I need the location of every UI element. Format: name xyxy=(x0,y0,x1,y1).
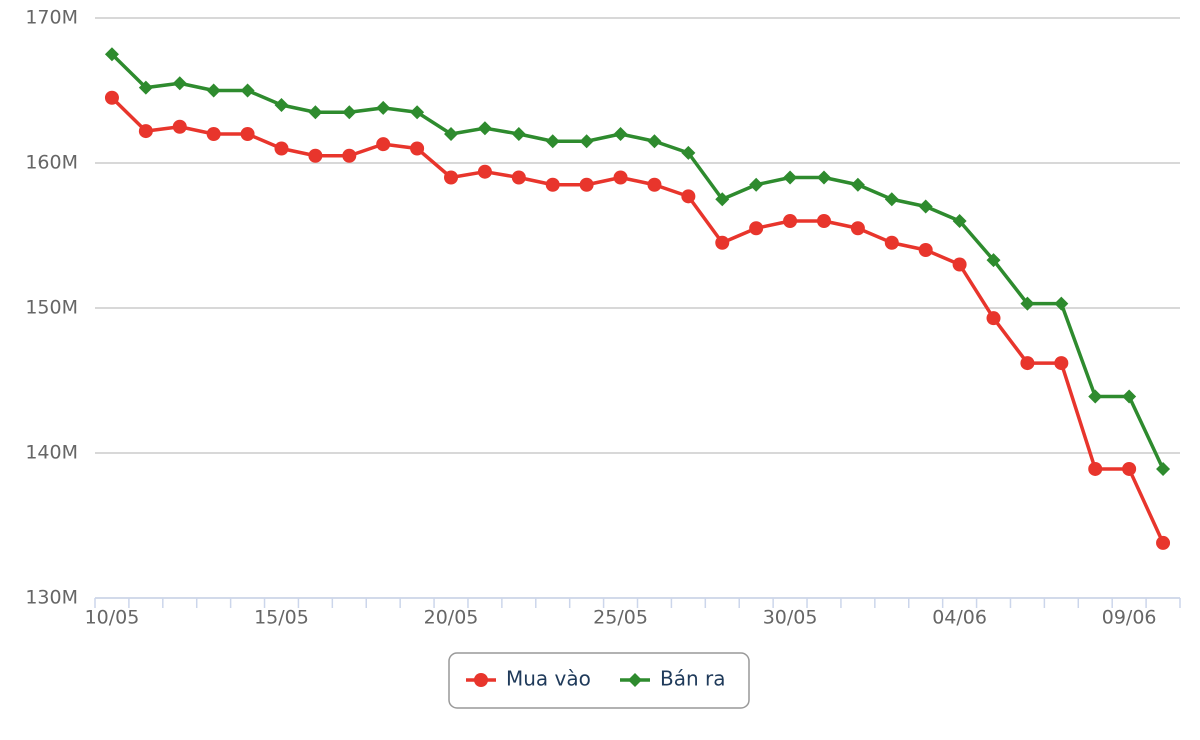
data-point xyxy=(1122,389,1137,404)
data-point xyxy=(1156,461,1171,476)
data-point xyxy=(579,134,594,149)
x-tick-label: 09/06 xyxy=(1102,607,1157,629)
y-tick-label: 130M xyxy=(25,587,78,609)
data-point xyxy=(410,141,425,156)
data-point xyxy=(613,170,628,185)
data-point xyxy=(986,253,1001,268)
y-tick-label: 160M xyxy=(25,152,78,174)
legend-box xyxy=(448,652,750,709)
data-point xyxy=(240,83,255,98)
data-point xyxy=(1122,461,1137,476)
y-tick-label: 150M xyxy=(25,297,78,319)
data-point xyxy=(579,177,594,192)
data-point xyxy=(952,257,967,272)
data-point xyxy=(308,148,323,163)
data-point xyxy=(477,164,492,179)
legend-label: Bán ra xyxy=(660,667,726,691)
data-point xyxy=(206,83,221,98)
x-tick-label: 20/05 xyxy=(424,607,479,629)
data-point xyxy=(1088,389,1103,404)
y-tick-label: 170M xyxy=(25,7,78,29)
series-line xyxy=(110,96,1165,544)
data-point xyxy=(783,170,798,185)
data-point xyxy=(342,148,357,163)
data-point xyxy=(511,170,526,185)
data-point xyxy=(172,76,187,91)
legend-label: Mua vào xyxy=(506,667,591,691)
x-tick-label: 04/06 xyxy=(932,607,987,629)
data-point xyxy=(376,137,391,152)
x-tick-label: 15/05 xyxy=(254,607,309,629)
data-point xyxy=(308,105,323,120)
data-point xyxy=(138,80,153,95)
data-point xyxy=(172,119,187,134)
data-point xyxy=(1054,356,1069,371)
data-point xyxy=(749,177,764,192)
data-point xyxy=(376,100,391,115)
data-point xyxy=(138,124,153,139)
data-point xyxy=(783,214,798,228)
data-point xyxy=(444,170,459,185)
data-point xyxy=(545,177,560,192)
data-point xyxy=(477,121,492,136)
data-point xyxy=(749,221,764,236)
data-point xyxy=(681,145,696,160)
data-point xyxy=(444,127,459,141)
data-point xyxy=(410,105,425,120)
data-point xyxy=(240,127,255,141)
data-point xyxy=(681,189,696,204)
x-tick-label: 10/05 xyxy=(85,607,140,629)
data-point xyxy=(986,311,1001,326)
data-point xyxy=(274,141,289,156)
y-tick-label: 140M xyxy=(25,442,78,464)
data-point xyxy=(715,192,730,207)
data-point xyxy=(274,98,289,112)
data-point xyxy=(816,170,831,185)
data-point xyxy=(647,134,662,149)
series-line xyxy=(110,53,1165,470)
data-point xyxy=(104,47,119,62)
data-point xyxy=(1054,296,1069,311)
data-point xyxy=(816,214,831,228)
data-point xyxy=(1020,356,1035,371)
data-point xyxy=(342,105,357,120)
data-point xyxy=(1088,461,1103,476)
x-tick-label: 30/05 xyxy=(763,607,818,629)
data-point xyxy=(511,127,526,141)
data-point xyxy=(850,177,865,192)
data-point xyxy=(1020,296,1035,311)
data-point xyxy=(545,134,560,149)
data-point xyxy=(850,221,865,236)
data-point xyxy=(1156,535,1171,550)
data-point xyxy=(613,127,628,141)
data-point xyxy=(952,214,967,228)
data-point xyxy=(884,192,899,207)
data-point xyxy=(647,177,662,192)
data-point xyxy=(918,243,933,257)
data-point xyxy=(918,199,933,214)
data-point xyxy=(104,90,119,105)
data-point xyxy=(884,235,899,250)
legend-marker xyxy=(628,673,642,687)
x-tick-label: 25/05 xyxy=(593,607,648,629)
data-point xyxy=(206,127,221,141)
legend-marker xyxy=(474,673,488,687)
data-point xyxy=(715,235,730,250)
